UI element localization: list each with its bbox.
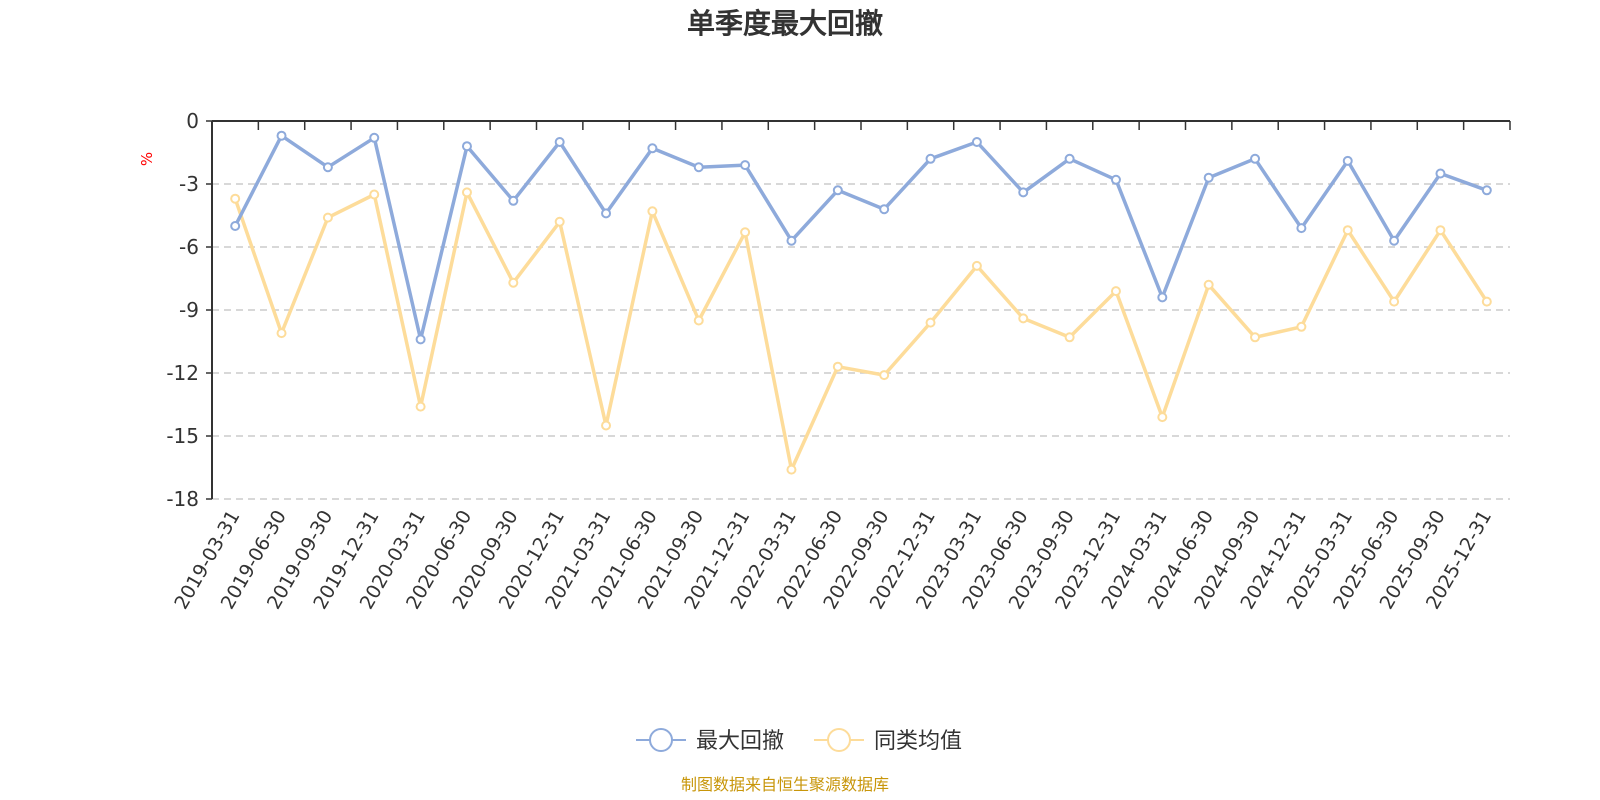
data-point bbox=[786, 464, 797, 475]
data-point bbox=[971, 260, 982, 271]
data-point bbox=[1296, 321, 1307, 332]
data-point bbox=[832, 185, 843, 196]
legend-symbol-marker bbox=[827, 728, 851, 752]
data-point bbox=[508, 195, 519, 206]
data-point bbox=[1157, 412, 1168, 423]
y-tick-label: -3 bbox=[179, 172, 199, 196]
data-point bbox=[647, 143, 658, 154]
legend-item-label[interactable]: 最大回撤 bbox=[696, 729, 784, 754]
data-point bbox=[276, 328, 287, 339]
legend-symbol-marker bbox=[649, 728, 673, 752]
data-point bbox=[693, 315, 704, 326]
data-point bbox=[1203, 172, 1214, 183]
data-point bbox=[508, 277, 519, 288]
data-point bbox=[276, 130, 287, 141]
x-tick-labels: 2019-03-312019-06-302019-09-302019-12-31… bbox=[170, 506, 1496, 613]
axes bbox=[206, 120, 1511, 500]
y-tick-label: -15 bbox=[166, 424, 199, 448]
data-point bbox=[1064, 332, 1075, 343]
data-point bbox=[1389, 235, 1400, 246]
data-point bbox=[415, 401, 426, 412]
data-point bbox=[971, 137, 982, 147]
legend[interactable]: 最大回撤 同类均值 bbox=[636, 728, 962, 754]
data-point bbox=[322, 162, 333, 173]
data-point bbox=[925, 317, 936, 328]
data-point bbox=[1435, 225, 1446, 236]
data-point bbox=[1296, 223, 1307, 234]
data-point bbox=[1250, 332, 1261, 343]
data-point bbox=[1064, 153, 1075, 164]
y-tick-label: -9 bbox=[179, 298, 199, 322]
data-point bbox=[879, 204, 890, 215]
data-point bbox=[1435, 168, 1446, 179]
data-point bbox=[1110, 286, 1121, 297]
data-point bbox=[832, 361, 843, 372]
data-point bbox=[1342, 155, 1353, 166]
data-point bbox=[1157, 292, 1168, 303]
data-point bbox=[1481, 296, 1492, 307]
chart-title: 单季度最大回撤 bbox=[687, 7, 883, 40]
data-point bbox=[369, 189, 380, 200]
data-point bbox=[740, 227, 751, 238]
series-line bbox=[233, 190, 1489, 472]
y-tick-label: -6 bbox=[179, 235, 199, 259]
data-point bbox=[1018, 313, 1029, 324]
data-point bbox=[786, 235, 797, 246]
data-point bbox=[1110, 174, 1121, 185]
data-point bbox=[1250, 153, 1261, 164]
data-point bbox=[1018, 187, 1029, 198]
y-tick-label: -12 bbox=[166, 361, 199, 385]
data-point bbox=[1342, 225, 1353, 236]
data-point bbox=[879, 370, 890, 381]
data-point bbox=[461, 141, 472, 152]
legend-item-label[interactable]: 同类均值 bbox=[874, 729, 962, 754]
data-point bbox=[1481, 185, 1492, 196]
data-point bbox=[601, 420, 612, 431]
data-point bbox=[1203, 279, 1214, 290]
data-point bbox=[740, 160, 751, 171]
data-point bbox=[230, 193, 241, 204]
data-point bbox=[369, 132, 380, 143]
data-point bbox=[461, 187, 472, 198]
series-line bbox=[233, 133, 1488, 342]
data-point bbox=[230, 221, 241, 231]
data-point bbox=[554, 137, 565, 147]
y-tick-label: -18 bbox=[166, 487, 199, 511]
data-point bbox=[415, 334, 426, 345]
data-point bbox=[322, 212, 333, 223]
data-point bbox=[1389, 296, 1400, 307]
data-point bbox=[925, 153, 936, 164]
y-tick-labels: 0 -3 -6 -9 -12 -15 -18 bbox=[166, 109, 199, 511]
series-lines bbox=[230, 130, 1492, 475]
y-axis-unit: % bbox=[138, 152, 156, 166]
source-note: 制图数据来自恒生聚源数据库 bbox=[681, 775, 889, 794]
data-point bbox=[601, 208, 612, 219]
y-tick-label: 0 bbox=[186, 109, 199, 133]
data-point bbox=[647, 206, 658, 217]
data-point bbox=[693, 162, 704, 173]
data-point bbox=[554, 216, 565, 227]
